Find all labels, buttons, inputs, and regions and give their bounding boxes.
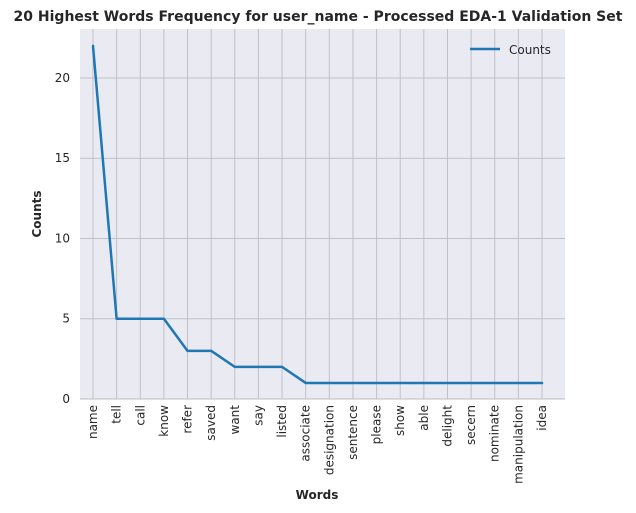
y-tick-label: 10 (55, 231, 70, 245)
y-tick-labels: 0 5 10 15 20 (55, 71, 70, 406)
series-line-counts (91, 44, 544, 385)
y-tick-label: 15 (55, 151, 70, 165)
x-axis-label: Words (296, 488, 339, 502)
x-tick-label: secern (464, 405, 478, 445)
x-tick-label: say (251, 405, 265, 426)
y-tick-label: 5 (62, 312, 70, 326)
x-tick-labels: name tell call know refer saved want say listed a… (86, 405, 549, 484)
x-tick-label: sentence (346, 405, 360, 460)
legend-label: Counts (509, 43, 551, 57)
x-tick-label: delight (440, 405, 454, 447)
x-tick-label: please (370, 405, 384, 444)
x-tick-label: refer (181, 405, 195, 434)
x-tick-label: designation (322, 405, 336, 475)
x-tick-label: associate (299, 405, 313, 462)
x-tick-label: saved (204, 405, 218, 441)
y-tick-label: 20 (55, 71, 70, 85)
x-tick-label: idea (535, 405, 549, 431)
series-group (91, 44, 544, 385)
x-tick-label: name (86, 405, 100, 439)
x-tick-label: manipulation (511, 405, 525, 484)
x-tick-label: call (133, 405, 147, 426)
x-tick-label: nominate (488, 405, 502, 462)
legend: Counts (470, 43, 551, 57)
y-tick-label: 0 (62, 392, 70, 406)
x-tick-label: want (228, 405, 242, 435)
x-tick-label: know (157, 405, 171, 437)
chart-title: 20 Highest Words Frequency for user_name… (14, 9, 623, 25)
grid (80, 29, 565, 400)
plot-background (80, 29, 565, 399)
x-tick-label: listed (275, 405, 289, 438)
x-tick-label: show (393, 405, 407, 436)
x-tick-label: able (417, 405, 431, 431)
x-tick-label: tell (110, 405, 124, 424)
y-axis-label: Counts (30, 190, 44, 237)
